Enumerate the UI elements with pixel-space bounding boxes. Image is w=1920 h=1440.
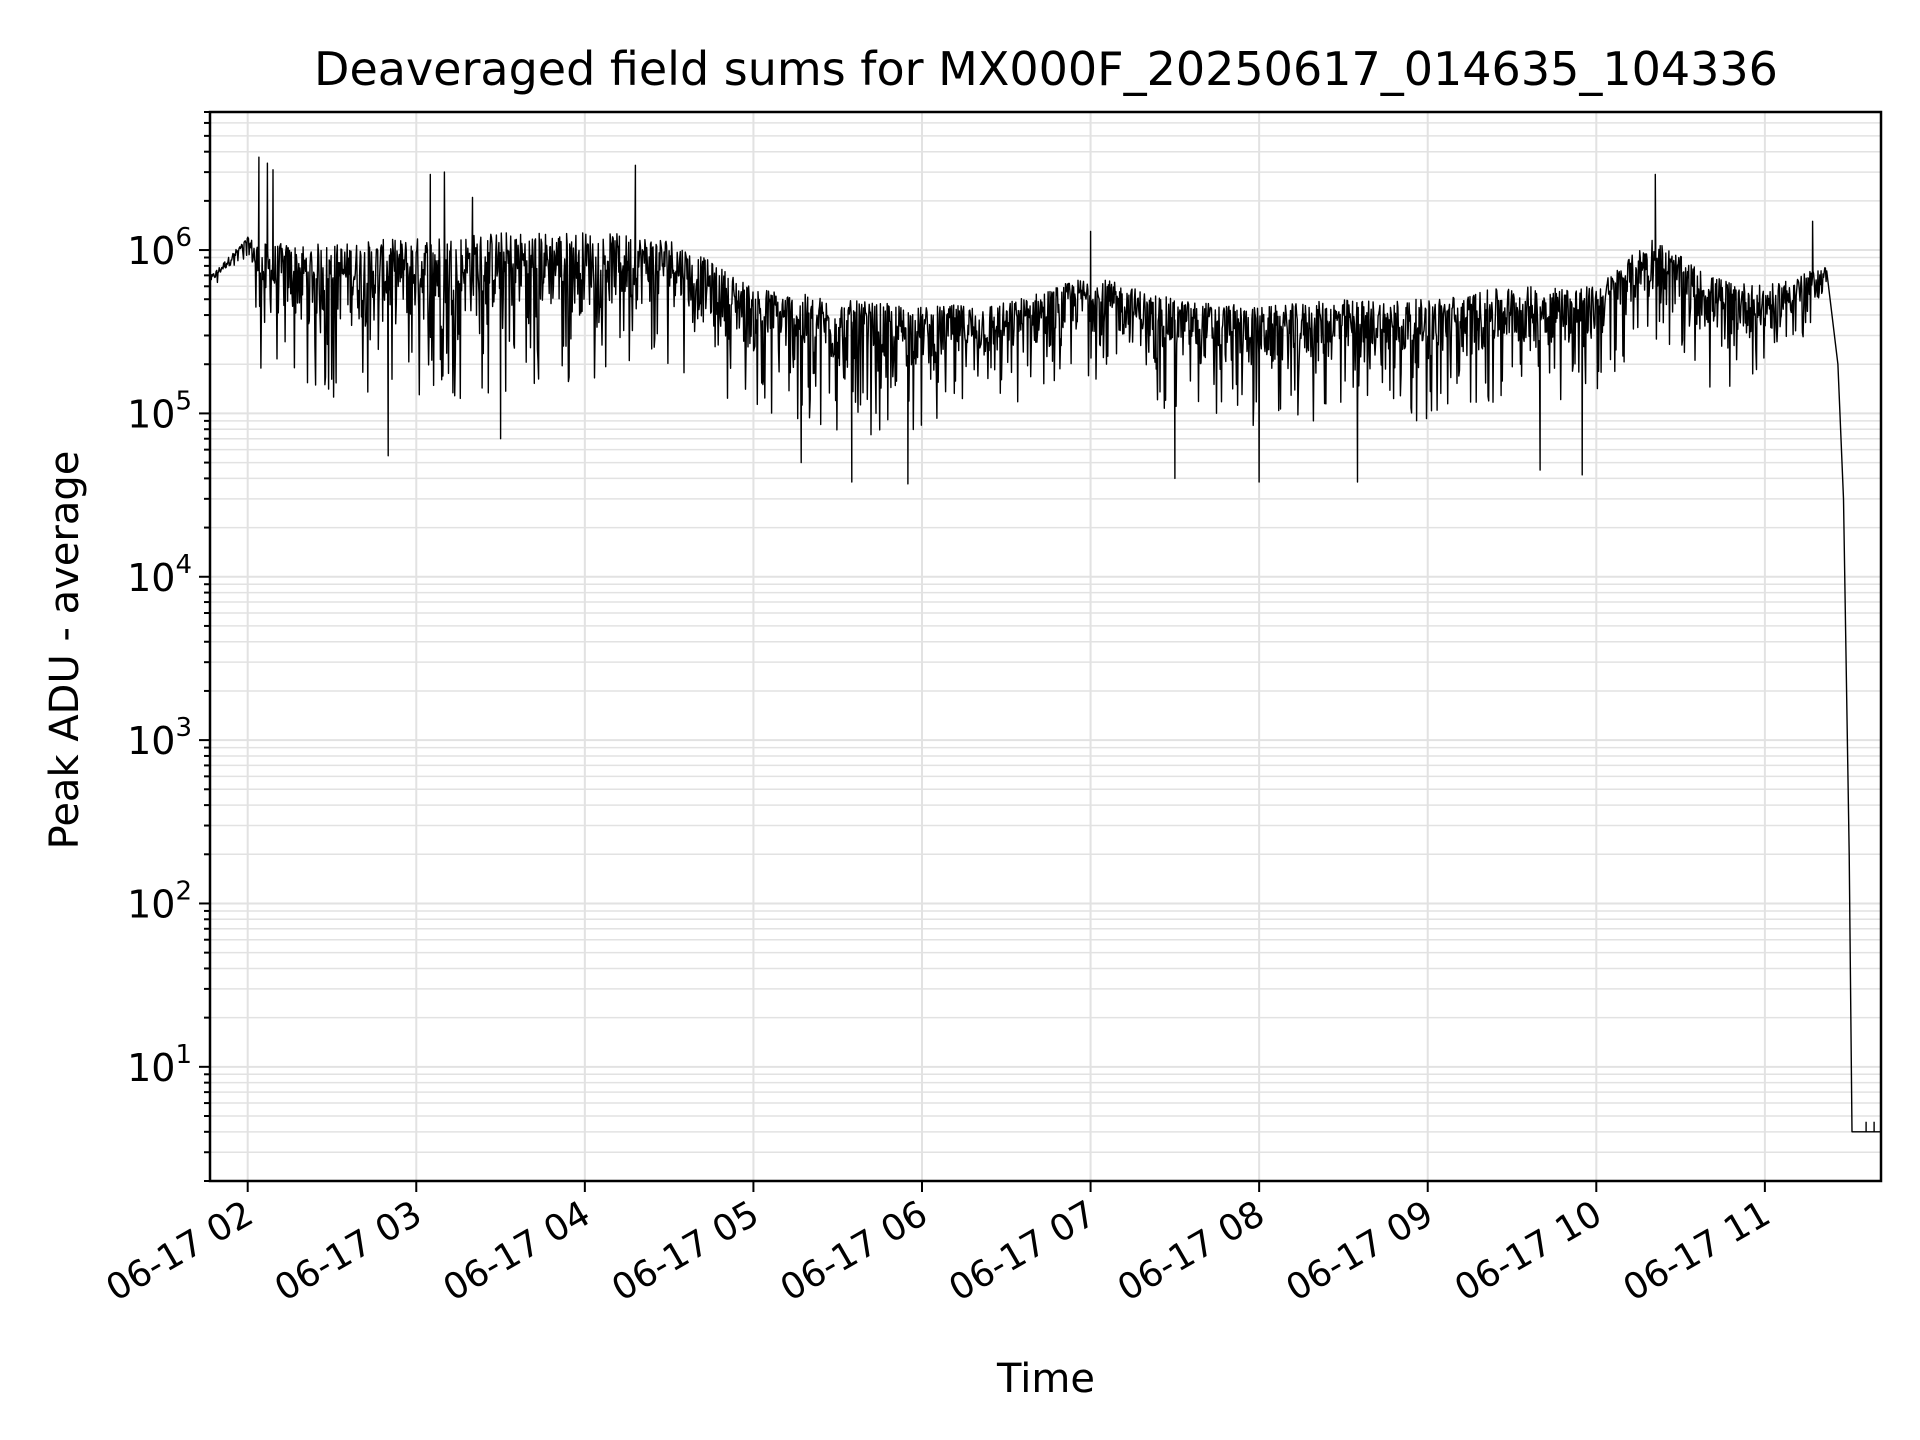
chart-title: Deaveraged field sums for MX000F_2025061… [314, 42, 1778, 96]
grid [210, 111, 1881, 1182]
y-tick-label: 104 [127, 550, 192, 600]
y-tick-label: 102 [127, 876, 192, 926]
y-axis: 101 102 103 104 105 106 [127, 111, 210, 1182]
y-tick-label: 105 [127, 386, 192, 436]
y-tick-label: 103 [127, 713, 192, 763]
series [210, 156, 1881, 1133]
y-tick-label: 106 [127, 223, 192, 273]
x-axis-label: Time [996, 1356, 1095, 1402]
y-tick-label: 101 [127, 1040, 192, 1090]
y-axis-label: Peak ADU - average [42, 451, 88, 850]
plot-frame [208, 110, 1883, 1183]
series-line [210, 156, 1881, 1133]
